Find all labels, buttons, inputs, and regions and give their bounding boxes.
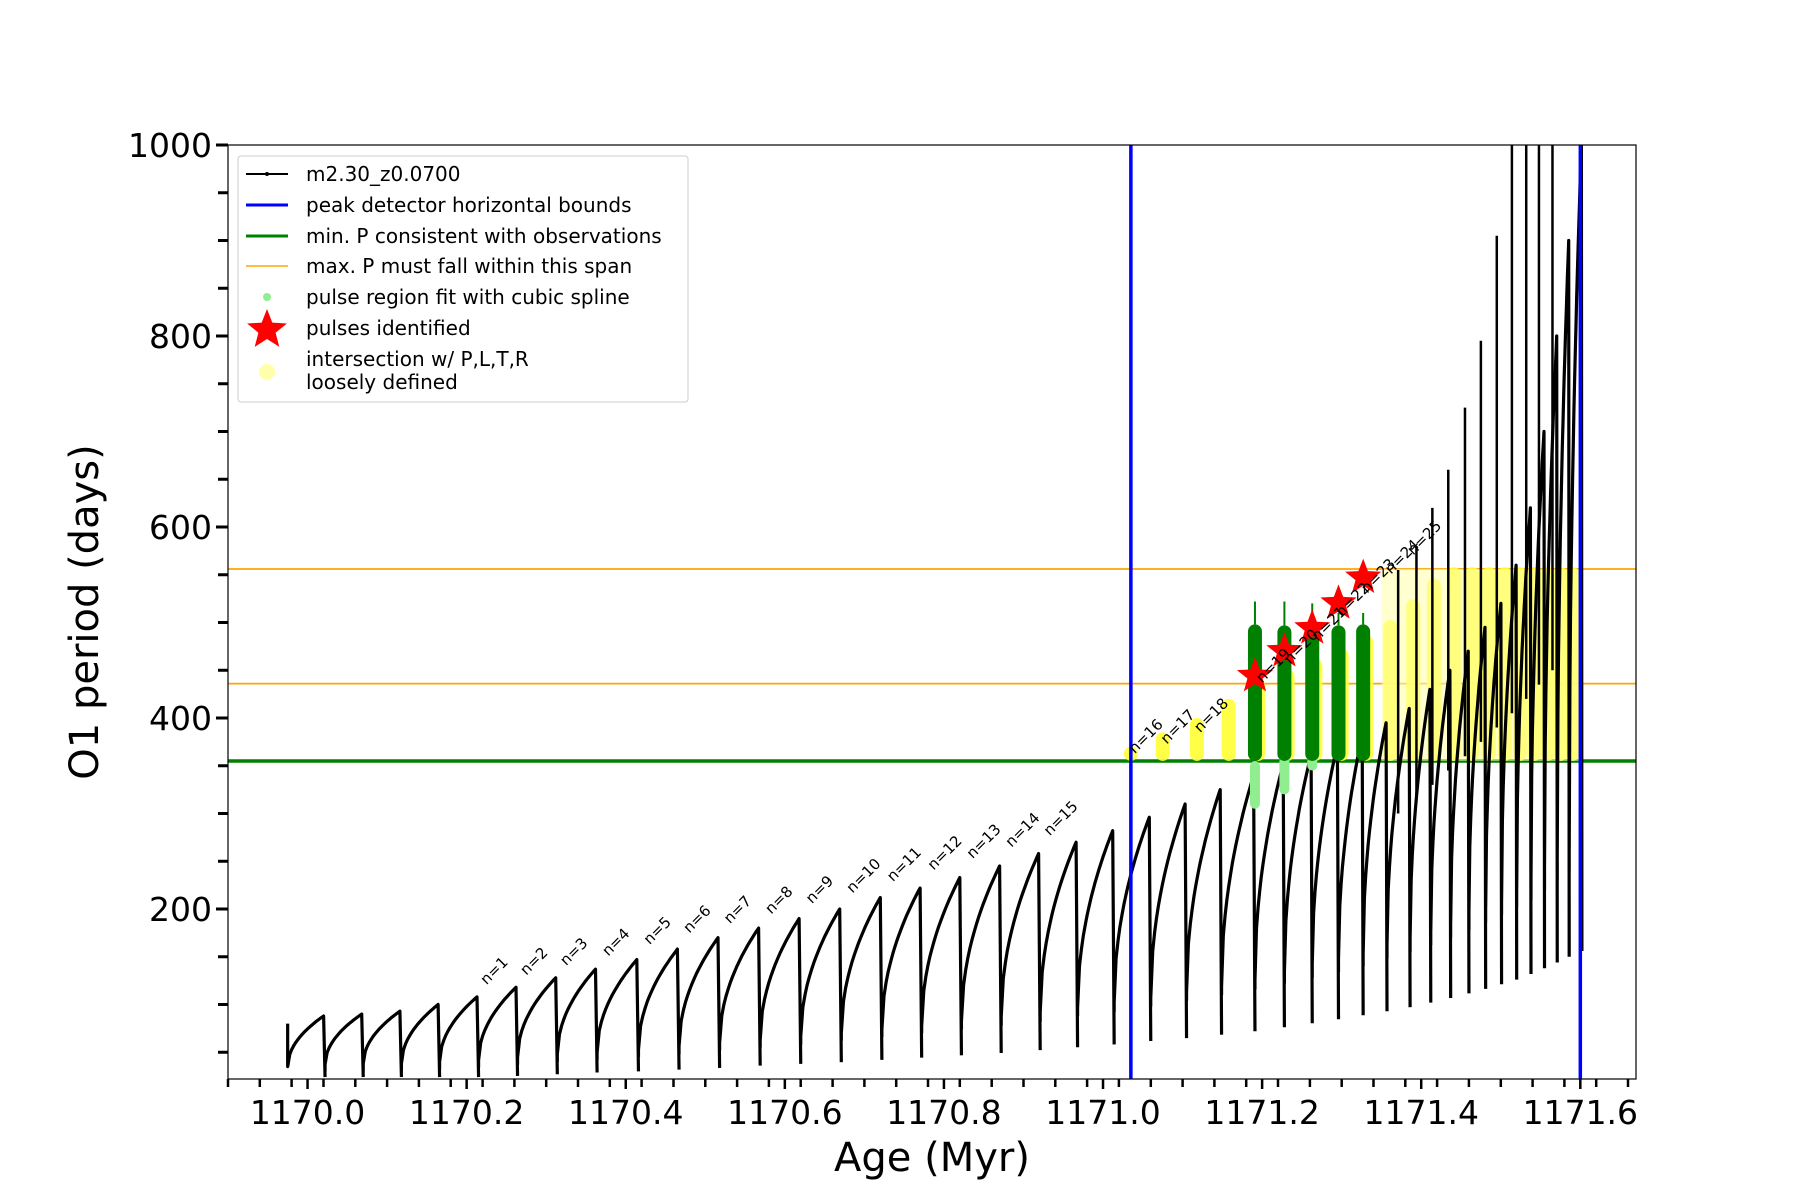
legend-swatch-spline <box>263 293 271 301</box>
x-tick-label-8: 1171.4 <box>1363 1093 1478 1132</box>
y-tick-label-5: 1000 <box>128 126 212 165</box>
legend-label-intersection: intersection w/ P,L,T,R <box>306 347 529 371</box>
y-axis-title: O1 period (days) <box>62 444 108 779</box>
x-axis-title: Age (Myr) <box>834 1135 1030 1181</box>
legend-swatch-model-marker <box>265 172 269 176</box>
x-tick-label-1: 1170.0 <box>250 1093 365 1132</box>
pulse-bar-4 <box>1331 625 1346 761</box>
pulse-identified-star-1 <box>1236 657 1273 692</box>
spline-fit-point-1 <box>1249 760 1260 809</box>
legend: m2.30_z0.0700 peak detector horizontal b… <box>237 155 689 403</box>
y-tick-label-2: 400 <box>149 699 212 738</box>
legend-box <box>237 155 689 403</box>
pulse-identified-star-4 <box>1320 584 1357 619</box>
intersection-region-2 <box>1155 732 1170 761</box>
model-series-line <box>286 145 1584 1078</box>
spline-fit-point-2 <box>1279 756 1290 795</box>
x-tick-label-4: 1170.6 <box>727 1093 842 1132</box>
legend-label-star: pulses identified <box>306 316 471 340</box>
x-tick-label-5: 1170.8 <box>886 1093 1001 1132</box>
legend-label-model: m2.30_z0.0700 <box>306 162 461 186</box>
legend-swatch-star <box>247 309 287 347</box>
pulse-identified-star-3 <box>1294 609 1331 644</box>
legend-label-bounds: peak detector horizontal bounds <box>306 193 632 217</box>
x-tick-label-3: 1170.4 <box>568 1093 683 1132</box>
legend-label-min-p: min. P consistent with observations <box>306 224 662 248</box>
x-tick-label-2: 1170.2 <box>409 1093 524 1132</box>
pulse-identified-star-2 <box>1266 632 1303 667</box>
legend-label-spline: pulse region fit with cubic spline <box>306 285 630 309</box>
pulse-bar-1 <box>1247 624 1262 761</box>
intersection-region-3 <box>1189 718 1204 761</box>
pulse-bar-3 <box>1305 624 1320 761</box>
x-axis: 1170.0 1170.2 1170.4 1170.6 1170.8 1171.0 1171… <box>226 1079 1638 1132</box>
y-tick-label-4: 800 <box>149 317 212 356</box>
y-axis: 200 400 600 800 1000 <box>128 126 228 1054</box>
intersection-region-4 <box>1221 698 1236 761</box>
x-tick-label-7: 1171.2 <box>1204 1093 1319 1132</box>
x-tick-label-9: 1171.6 <box>1523 1093 1638 1132</box>
legend-label-max-p: max. P must fall within this span <box>306 254 632 278</box>
legend-swatch-intersection <box>259 364 275 380</box>
pulse-bar-5 <box>1356 624 1371 761</box>
y-tick-label-3: 600 <box>149 508 212 547</box>
plot-frame <box>227 144 1637 1080</box>
legend-label-intersection-2: loosely defined <box>306 370 458 394</box>
pulse-identified-star-5 <box>1345 558 1382 593</box>
x-tick-label-6: 1171.0 <box>1045 1093 1160 1132</box>
y-tick-label-1: 200 <box>149 890 212 929</box>
